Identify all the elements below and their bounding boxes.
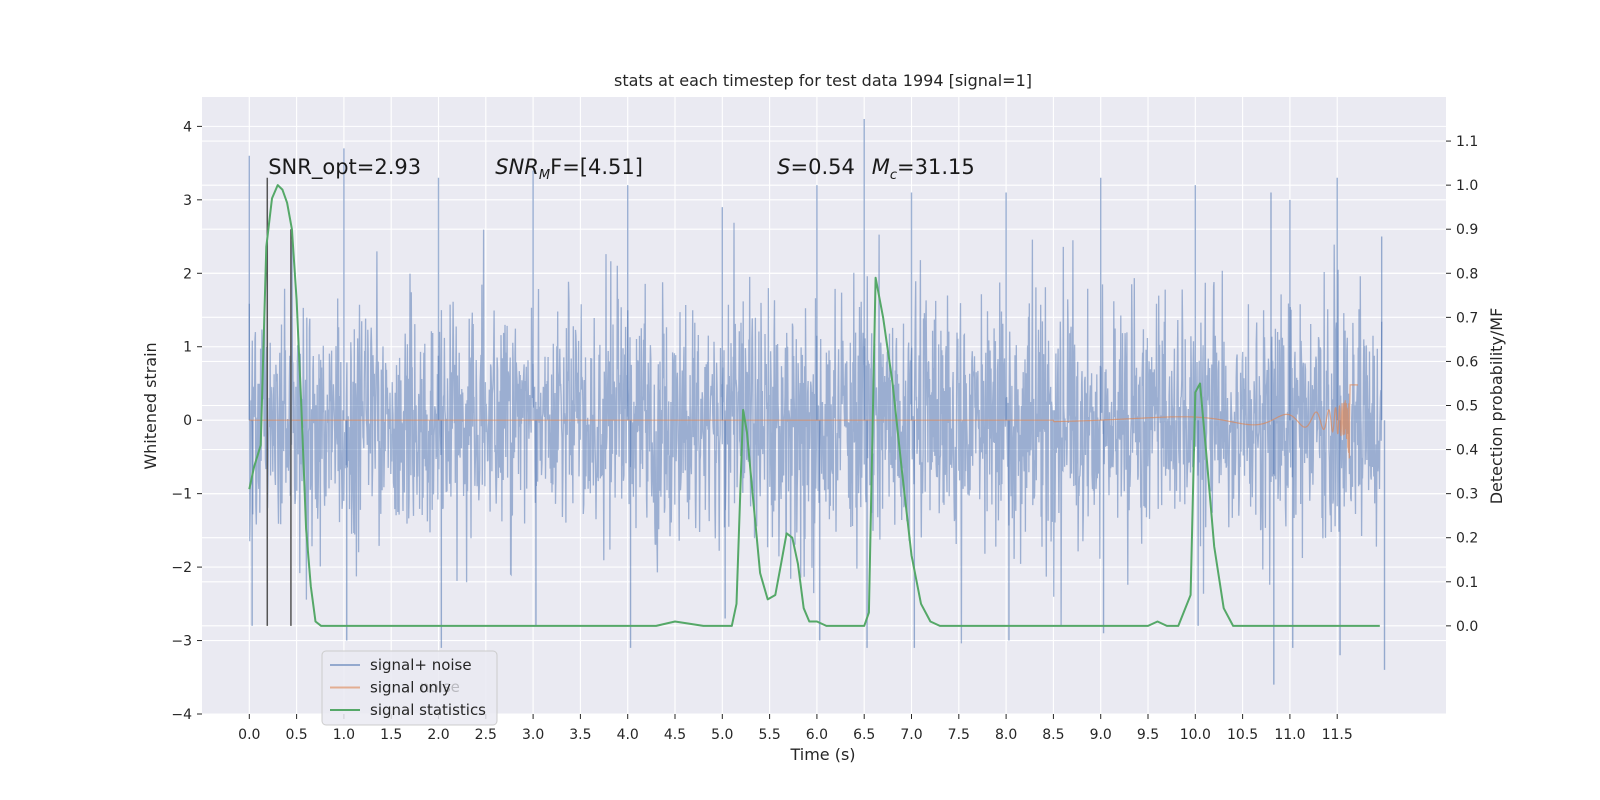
- legend-ghost-text: noise: [420, 678, 460, 696]
- annotation-subscript: c: [890, 168, 897, 183]
- signal-noise-line: [248, 222, 1383, 644]
- signal-noise-series: [248, 119, 1386, 685]
- x-tick-label: 9.5: [1137, 727, 1159, 743]
- annotation-value: F=[4.51]: [550, 155, 643, 179]
- annotation-subscript: M: [539, 168, 550, 183]
- y-tick-label: −1: [171, 487, 192, 503]
- annotation-text: SNRMF=[4.51]: [495, 155, 643, 183]
- x-tick-label: 3.0: [522, 727, 544, 743]
- y-right-tick-label: 0.8: [1456, 266, 1478, 282]
- y-axis-label: Whitened strain: [141, 342, 160, 469]
- annotation-symbol: S: [777, 155, 790, 179]
- x-tick-label: 8.0: [995, 727, 1017, 743]
- x-axis-label: Time (s): [789, 745, 855, 764]
- signal-statistics-line: [248, 184, 1380, 627]
- y-axis-right-label: Detection probability/MF: [1487, 308, 1506, 505]
- x-tick-label: 3.5: [569, 727, 591, 743]
- y-tick-label: 2: [183, 266, 192, 282]
- y-right-tick-label: 0.5: [1456, 399, 1478, 415]
- y-tick-label: −4: [171, 707, 192, 723]
- annotation-value: =0.54: [791, 155, 855, 179]
- x-tick-label: 9.0: [1090, 727, 1112, 743]
- x-tick-label: 5.5: [758, 727, 780, 743]
- x-tick-label: 2.5: [475, 727, 497, 743]
- x-tick-label: 5.0: [711, 727, 733, 743]
- y-right-tick-label: 0.1: [1456, 575, 1478, 591]
- y-tick-label: 3: [183, 193, 192, 209]
- y-tick-label: −2: [171, 560, 192, 576]
- legend-label: signal only: [370, 679, 451, 697]
- vertical-markers: [266, 177, 292, 626]
- y-right-tick-label: 1.0: [1456, 178, 1478, 194]
- y-tick-label: 4: [183, 119, 192, 135]
- x-tick-label: 11.0: [1274, 727, 1305, 743]
- annotation-symbol: M: [872, 155, 890, 179]
- y-tick-label: −3: [171, 634, 192, 650]
- x-tick-label: 7.0: [900, 727, 922, 743]
- legend: noise signal+ noise signal only signal stat…: [321, 650, 498, 726]
- legend-label: signal statistics: [370, 701, 486, 719]
- y-right-tick-label: 0.7: [1456, 310, 1478, 326]
- x-tick-label: 2.0: [427, 727, 449, 743]
- y-right-tick-label: 0.2: [1456, 531, 1478, 547]
- chart-title: stats at each timestep for test data 199…: [614, 71, 1032, 90]
- annotation-text: SNR_opt=2.93: [268, 155, 421, 180]
- x-tick-label: 0.5: [285, 727, 307, 743]
- y-right-tick-label: 0.9: [1456, 222, 1478, 238]
- y-axis-left: −4 −3 −2 −1 0 1 2 3 4: [171, 119, 202, 723]
- x-tick-label: 4.5: [664, 727, 686, 743]
- y-right-tick-label: 1.1: [1456, 134, 1478, 150]
- x-tick-label: 0.0: [238, 727, 260, 743]
- x-tick-label: 1.0: [333, 727, 355, 743]
- y-axis-right: 0.0 0.1 0.2 0.3 0.4 0.5 0.6 0.7 0.8 0.9 1.0 1.1: [1446, 134, 1478, 635]
- signal-only-series: [249, 384, 1358, 459]
- x-tick-label: 7.5: [948, 727, 970, 743]
- x-tick-label: 10.5: [1227, 727, 1258, 743]
- legend-label: signal+ noise: [370, 656, 472, 674]
- y-right-tick-label: 0.4: [1456, 443, 1478, 459]
- signal-only-line: [249, 384, 1358, 459]
- y-tick-label: 1: [183, 340, 192, 356]
- annotations: SNR_opt=2.93 SNRMF=[4.51] S=0.54 Mc=31.15: [268, 155, 975, 183]
- annotation-symbol: SNR: [495, 155, 539, 179]
- y-right-tick-label: 0.0: [1456, 619, 1478, 635]
- x-tick-label: 1.5: [380, 727, 402, 743]
- x-tick-label: 8.5: [1042, 727, 1064, 743]
- y-right-tick-label: 0.3: [1456, 487, 1478, 503]
- x-tick-label: 10.0: [1180, 727, 1211, 743]
- x-tick-label: 11.5: [1322, 727, 1353, 743]
- x-tick-label: 6.0: [806, 727, 828, 743]
- y-right-tick-label: 0.6: [1456, 354, 1478, 370]
- x-axis: 0.0 0.5 1.0 1.5 2.0 2.5 3.0 3.5 4.0 4.5 5.0 5.5 6.0 6…: [238, 714, 1353, 743]
- x-tick-label: 4.0: [617, 727, 639, 743]
- annotation-text: S=0.54: [777, 155, 855, 179]
- y-tick-label: 0: [183, 413, 192, 429]
- x-tick-label: 6.5: [853, 727, 875, 743]
- signal-statistics-series: [248, 184, 1380, 627]
- legend-box: [321, 650, 498, 726]
- annotation-value: =31.15: [897, 155, 975, 179]
- annotation-text: Mc=31.15: [872, 155, 975, 183]
